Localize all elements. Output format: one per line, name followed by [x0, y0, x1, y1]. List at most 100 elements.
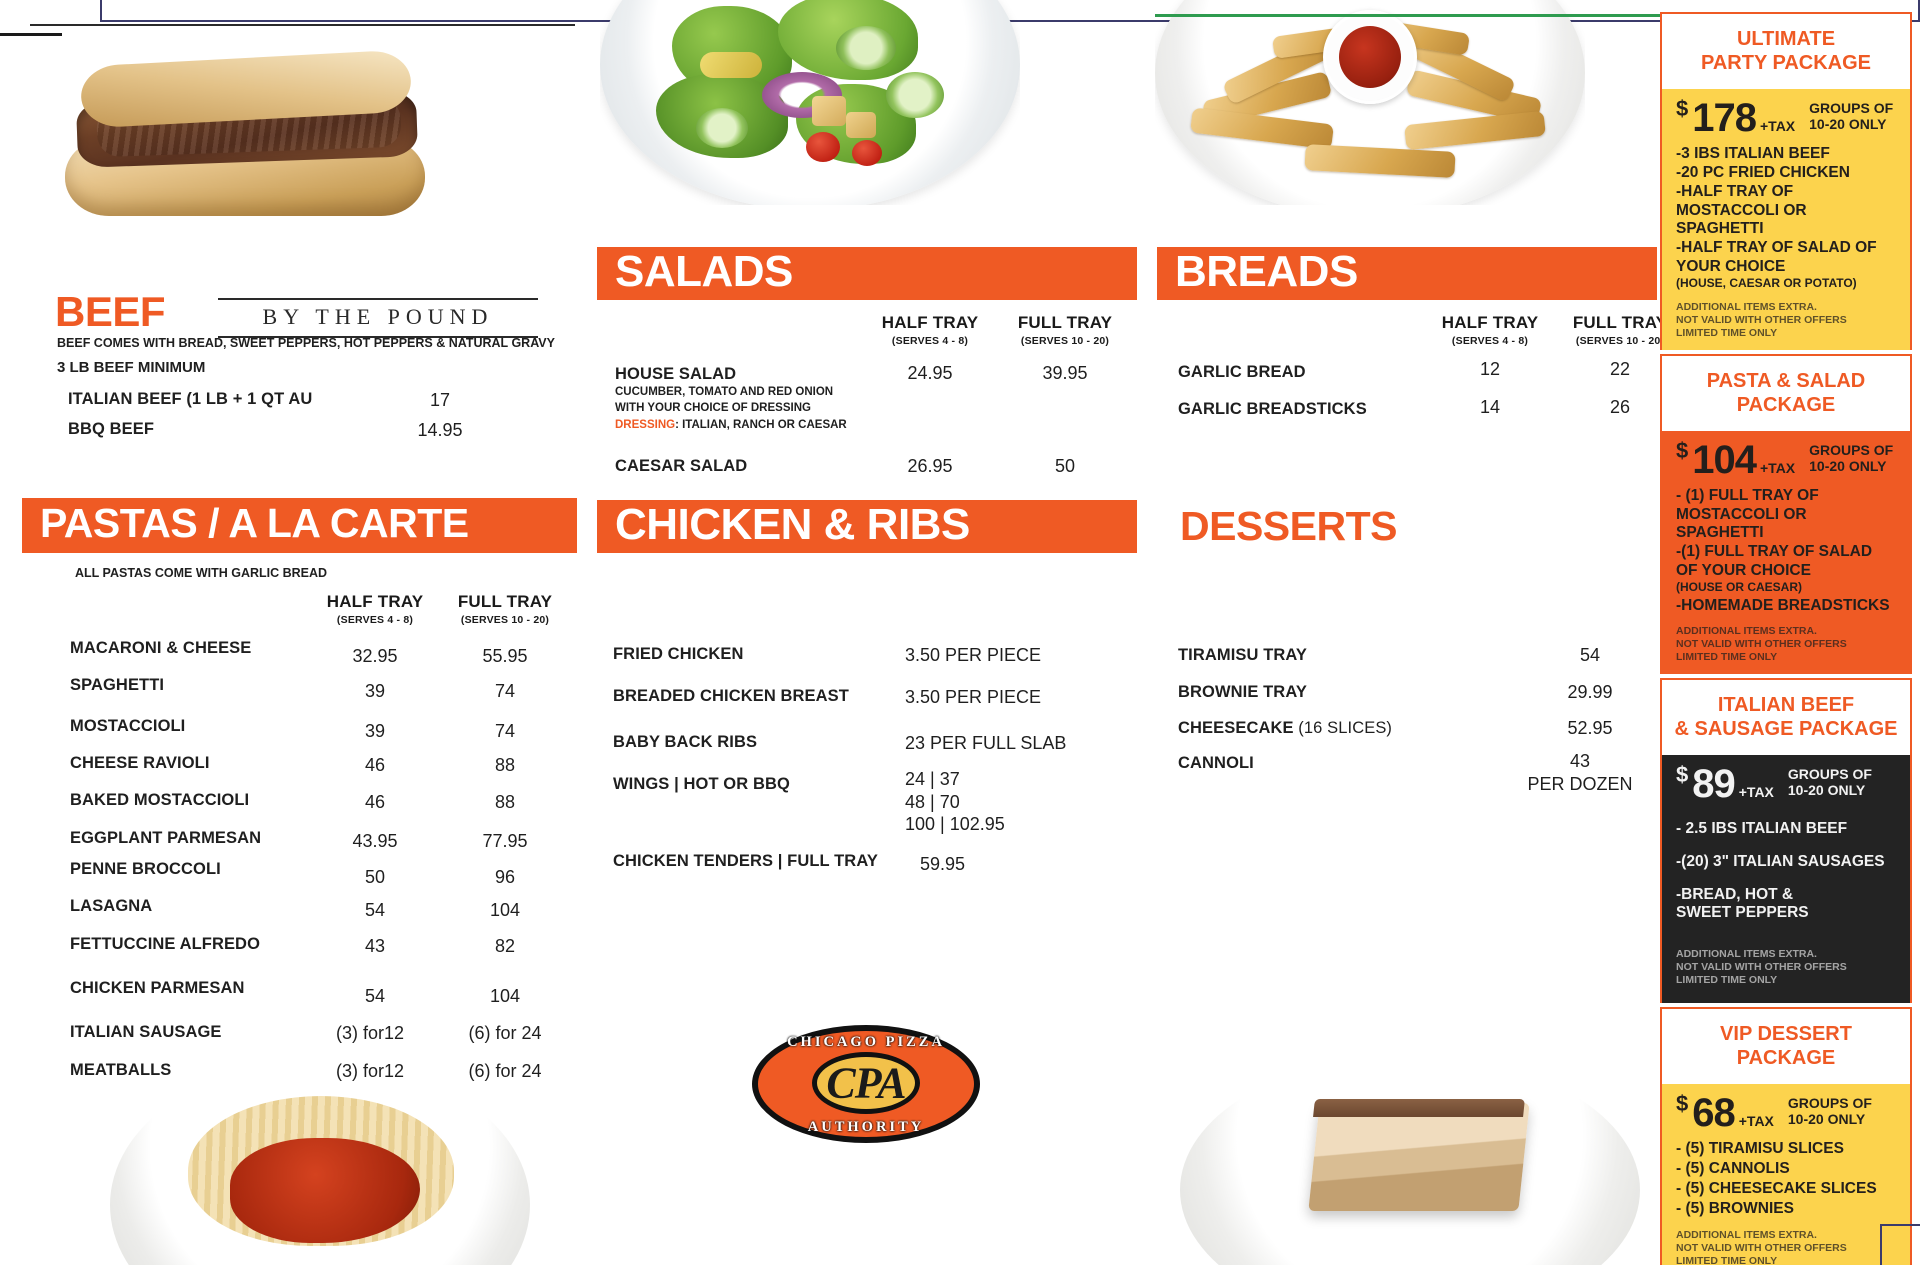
package-items: - (5) TIRAMISU SLICES - (5) CANNOLIS - (… [1676, 1140, 1896, 1219]
menu-item-price-full: 74 [494, 681, 516, 701]
menu-item-name: ITALIAN BEEF (1 LB + 1 QT AU [68, 390, 313, 408]
package-body: $ 89 +TAX GROUPS OF 10-20 ONLY - 2.5 IBS… [1662, 755, 1910, 1003]
package-items: -3 IBS ITALIAN BEEF -20 PC FRIED CHICKEN… [1676, 145, 1896, 276]
tiramisu-photo [1180, 1055, 1640, 1265]
package-item: MOSTACCOLI OR SPAGHETTI [1676, 506, 1807, 542]
menu-item-name: CHICKEN PARMESAN [70, 979, 245, 997]
cucumber-slice [886, 72, 944, 118]
tomato [852, 140, 882, 166]
menu-item-name: LASAGNA [70, 897, 153, 915]
menu-item-price-half: (3) for12 [335, 1061, 405, 1081]
menu-item-name: BABY BACK RIBS [613, 733, 758, 751]
menu-item-price-full: (6) for 24 [468, 1023, 542, 1043]
package-card-pasta-salad[interactable]: PASTA & SALAD PACKAGE $ 104 +TAX GROUPS … [1660, 353, 1912, 674]
menu-item-price-half: 54 [364, 900, 386, 920]
package-items: - 2.5 IBS ITALIAN BEEF -(20) 3" ITALIAN … [1676, 820, 1896, 921]
menu-item-price-half: 39 [364, 681, 386, 701]
menu-item-price-half: 24.95 [907, 363, 953, 383]
package-item: - 2.5 IBS ITALIAN BEEF [1676, 820, 1848, 838]
menu-item-description: CUCUMBER, TOMATO AND RED ONION WITH YOUR… [615, 386, 847, 431]
package-item: - (1) FULL TRAY OF [1676, 487, 1819, 505]
crouton [846, 112, 876, 138]
menu-item-price: 52.95 [1567, 718, 1613, 738]
package-item: -20 PC FRIED CHICKEN [1676, 164, 1850, 182]
menu-item-price-full: 74 [494, 721, 516, 741]
package-item: MOSTACCOLI OR SPAGHETTI [1676, 202, 1807, 238]
menu-item-name: TIRAMISU TRAY [1178, 646, 1308, 664]
pastas-section-title: PASTAS / A LA CARTE [40, 500, 469, 546]
package-disclaimer: ADDITIONAL ITEMS EXTRA. NOT VALID WITH O… [1676, 1228, 1847, 1265]
plus-tax-label: +TAX [1738, 1113, 1774, 1130]
menu-item-price: 23 PER FULL SLAB [905, 733, 1067, 753]
house-salad-photo [600, 0, 1020, 205]
menu-item-price-half: 26.95 [907, 456, 953, 476]
plus-tax-label: +TAX [1760, 118, 1796, 135]
menu-item-name: BROWNIE TRAY [1178, 683, 1307, 701]
pepperoncini [700, 52, 762, 78]
breads-section-title: BREADS [1175, 246, 1358, 296]
breads-half-tray-header: HALF TRAY (SERVES 4 - 8) [1441, 313, 1539, 347]
crop-mark-left-tick [0, 33, 62, 36]
pasta-photo [110, 1060, 530, 1265]
package-disclaimer: ADDITIONAL ITEMS EXTRA. NOT VALID WITH O… [1676, 300, 1847, 339]
menu-item-price: 17 [429, 390, 451, 410]
package-amount: 178 [1692, 96, 1757, 141]
menu-item-name: CHEESECAKE (16 SLICES) [1178, 719, 1393, 737]
menu-item-price-full: 26 [1609, 397, 1631, 417]
beef-section-title: BEEF [55, 288, 166, 335]
package-disclaimer: ADDITIONAL ITEMS EXTRA. NOT VALID WITH O… [1676, 624, 1847, 663]
menu-item-price-half: 39 [364, 721, 386, 741]
package-sub-note: (HOUSE OR CAESAR) [1676, 580, 1803, 595]
menu-item-price-half: 14 [1479, 397, 1501, 417]
package-card-beef-sausage[interactable]: ITALIAN BEEF & SAUSAGE PACKAGE $ 89 +TAX… [1660, 677, 1912, 1003]
menu-item-price-half: 46 [364, 792, 386, 812]
plus-tax-label: +TAX [1760, 460, 1796, 477]
menu-item-price: 3.50 PER PIECE [905, 645, 1042, 665]
menu-item-name: WINGS | HOT OR BBQ [613, 775, 790, 793]
menu-item-name: ITALIAN SAUSAGE [70, 1023, 222, 1041]
package-card-ultimate-party[interactable]: ULTIMATE PARTY PACKAGE $ 178 +TAX GROUPS… [1660, 12, 1912, 350]
menu-item-price-half: 54 [364, 986, 386, 1006]
package-item: -BREAD, HOT & [1676, 886, 1794, 904]
package-items-after: -HOMEMADE BREADSTICKS [1676, 597, 1896, 615]
menu-item-name: MOSTACCIOLI [70, 717, 186, 735]
beef-description: BEEF COMES WITH BREAD, SWEET PEPPERS, HO… [57, 336, 555, 350]
package-item: -HOMEMADE BREADSTICKS [1676, 596, 1890, 614]
menu-item-price: 54 [1579, 645, 1601, 665]
package-card-vip-dessert[interactable]: VIP DESSERT PACKAGE $ 68 +TAX GROUPS OF … [1660, 1006, 1912, 1265]
menu-item-name: CAESAR SALAD [615, 457, 748, 475]
menu-item-price-full: 55.95 [482, 646, 528, 666]
menu-item-price-half: 50 [364, 867, 386, 887]
package-amount: 104 [1692, 438, 1757, 483]
menu-item-name: FETTUCCINE ALFREDO [70, 935, 261, 953]
menu-item-price-full: 96 [494, 867, 516, 887]
package-amount: 89 [1692, 762, 1735, 807]
menu-item-price: 14.95 [417, 420, 463, 440]
salads-half-tray-header: HALF TRAY (SERVES 4 - 8) [881, 313, 979, 347]
packages-sidebar: ULTIMATE PARTY PACKAGE $ 178 +TAX GROUPS… [1660, 12, 1912, 1265]
crouton [812, 96, 846, 126]
package-group-size: GROUPS OF 10-20 ONLY [1809, 100, 1894, 132]
green-rule [1155, 14, 1815, 17]
menu-item-price-full: 88 [494, 755, 516, 775]
salads-section-bar: SALADS [597, 247, 1137, 300]
menu-item-price-full: (6) for 24 [468, 1061, 542, 1081]
menu-item-price-half: 12 [1479, 359, 1501, 379]
menu-item-name: PENNE BROCCOLI [70, 860, 221, 878]
salads-section-title: SALADS [615, 246, 793, 296]
menu-item-name: CHEESE RAVIOLI [70, 754, 210, 772]
package-item: - (5) CHEESECAKE SLICES [1676, 1180, 1877, 1198]
menu-item-price-full: 88 [494, 792, 516, 812]
menu-item-price: 24 | 37 48 | 70 100 | 102.95 [905, 769, 1005, 834]
package-item: -HALF TRAY OF [1676, 183, 1794, 201]
package-amount: 68 [1692, 1091, 1735, 1136]
pastas-note: ALL PASTAS COME WITH GARLIC BREAD [75, 566, 328, 580]
menu-item-price: 59.95 [920, 854, 966, 874]
menu-item-price: 3.50 PER PIECE [905, 687, 1042, 707]
tomato [806, 132, 840, 162]
package-item: -(20) 3" ITALIAN SAUSAGES [1676, 853, 1885, 871]
dressing-label: DRESSING [615, 418, 676, 431]
crop-mark-left-vertical [100, 0, 102, 22]
package-item: - (5) CANNOLIS [1676, 1160, 1790, 1178]
